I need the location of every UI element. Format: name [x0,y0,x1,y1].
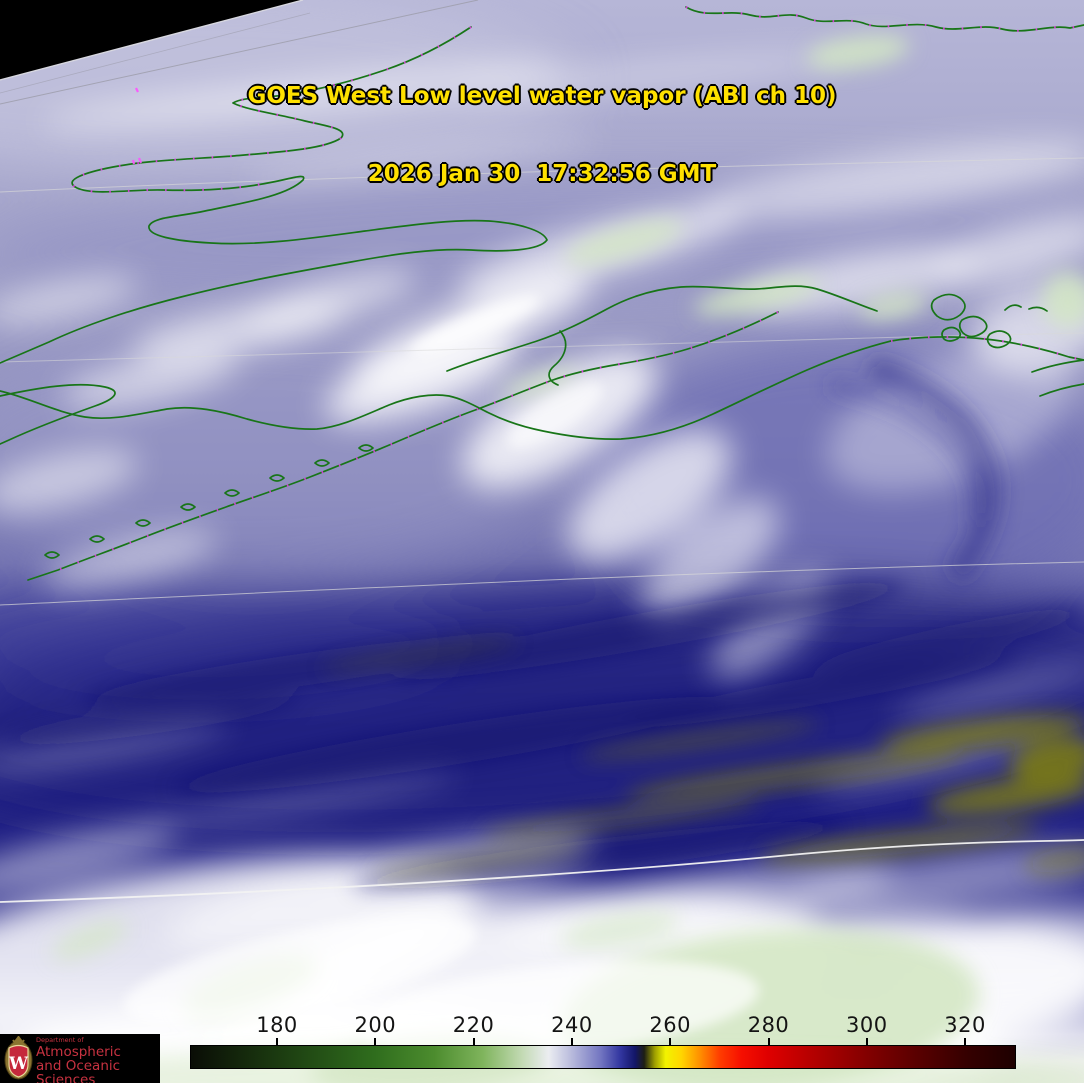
warm-dry-streak-layer [320,639,1084,876]
colorbar-tick-mark [374,1038,377,1046]
logo-line2: Atmospheric [36,1043,121,1060]
svg-text:W: W [8,1054,29,1074]
title-line1: GOES West Low level water vapor (ABI ch … [247,83,837,109]
colorbar-tick-mark [472,1038,475,1046]
colorbar-tick-label: 280 [747,1013,790,1037]
colorbar: 180 200 220 240 260 280 300 320 [190,1013,1016,1069]
logo: W Department of Atmospheric and Oceanic … [0,1034,160,1083]
offscan-wedge [0,0,479,105]
colorbar-tick-label: 300 [846,1013,888,1037]
colorbar-tick-label: 220 [452,1013,495,1037]
graticule [0,157,1084,903]
colorbar-tick-mark [276,1038,278,1046]
colorbar-tick-label: 240 [551,1013,593,1037]
colorbar-tick-mark [865,1038,868,1046]
colorbar-gradient [191,1046,1015,1068]
colorbar-tick-label: 200 [354,1013,397,1037]
colorbar-tick-label: 260 [649,1013,691,1037]
logo-line1: Department of [36,1036,84,1044]
image-title: GOES West Low level water vapor (ABI ch … [0,31,1084,239]
colorbar-tick-label: 320 [944,1013,986,1037]
colorbar-tick-label: 180 [256,1013,298,1037]
title-line2: 2026 Jan 30 17:32:56 GMT [367,161,717,187]
dry-streak-layer [1,356,1084,890]
colorbar-tick-mark [570,1038,573,1046]
colorbar-tick-mark [767,1038,770,1046]
boundary-dots [57,6,1084,572]
uw-crest-icon: W [4,1036,33,1080]
colorbar-tick-mark [669,1038,672,1046]
logo-line3: and Oceanic Sciences [36,1058,121,1083]
colorbar-tick-mark [964,1038,967,1046]
bright-cloud-layer [123,296,759,1060]
